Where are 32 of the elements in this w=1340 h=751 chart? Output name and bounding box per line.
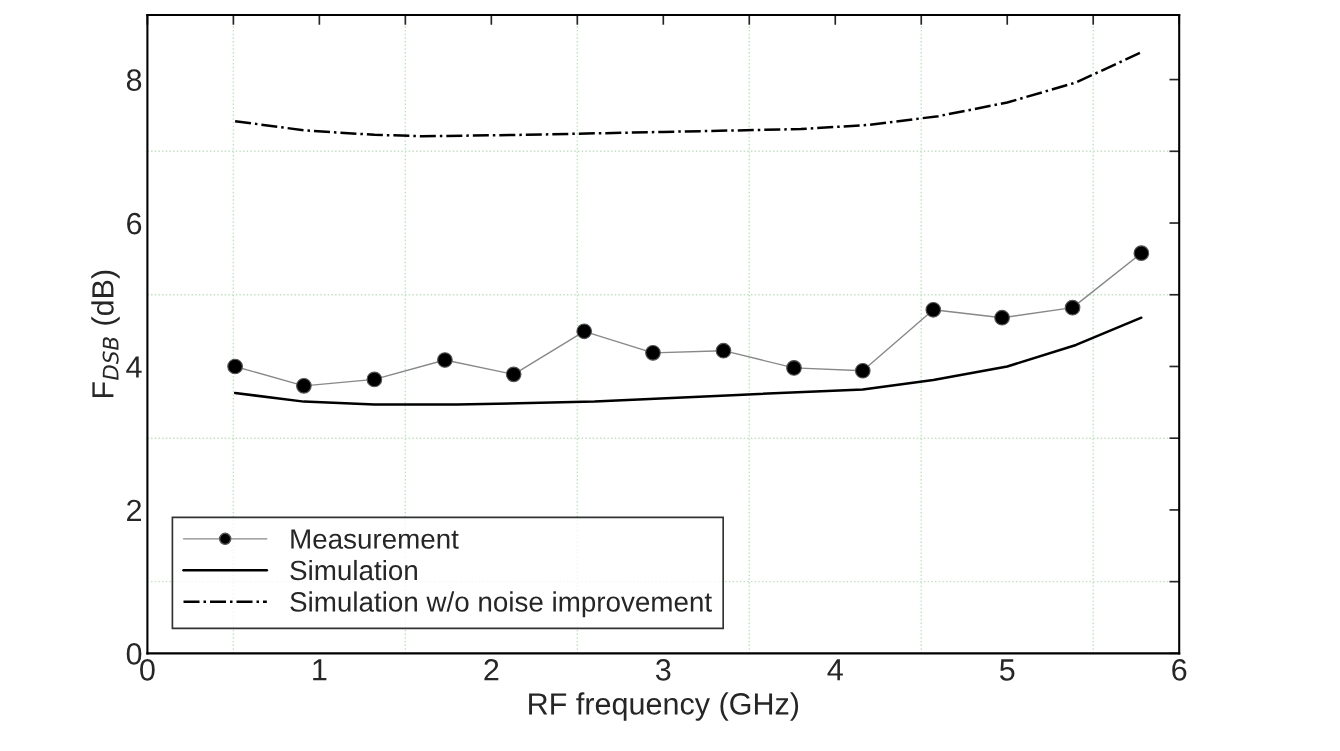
- point: [366, 371, 383, 388]
- point: [227, 358, 243, 375]
- x-tick-label: 6: [1172, 659, 1187, 681]
- line-series: [233, 51, 1143, 138]
- point: [645, 345, 661, 361]
- point: [925, 301, 942, 318]
- legend-label: Measurement: [291, 529, 459, 549]
- point: [994, 309, 1010, 326]
- point: [1133, 245, 1150, 261]
- x-tick-label: 4: [827, 659, 843, 681]
- x-tick-label: 5: [999, 659, 1015, 681]
- point: [715, 342, 732, 359]
- y-axis-title: F$_{DSB}$ (dB): [91, 270, 120, 398]
- y-tick-label: 4: [126, 356, 142, 378]
- y-tick-label: 2: [127, 499, 142, 521]
- point: [1064, 299, 1081, 316]
- point: [505, 366, 522, 383]
- line-series: [233, 316, 1143, 406]
- point: [296, 377, 312, 394]
- point: [854, 362, 871, 379]
- point: [437, 352, 453, 368]
- x-tick-label: 3: [655, 659, 671, 681]
- point: [786, 360, 802, 376]
- y-tick-label: 6: [127, 212, 142, 235]
- point: [576, 323, 593, 340]
- legend-label: Simulation w/o noise improvement: [290, 591, 712, 618]
- y-tick-label: 8: [126, 69, 142, 91]
- x-tick-label: 2: [484, 659, 499, 681]
- y-tick-label: 0: [126, 643, 142, 665]
- x-tick-label: 1: [313, 659, 327, 681]
- x-axis-title: RF frequency (GHz): [529, 692, 799, 721]
- legend-label: Simulation: [290, 559, 417, 581]
